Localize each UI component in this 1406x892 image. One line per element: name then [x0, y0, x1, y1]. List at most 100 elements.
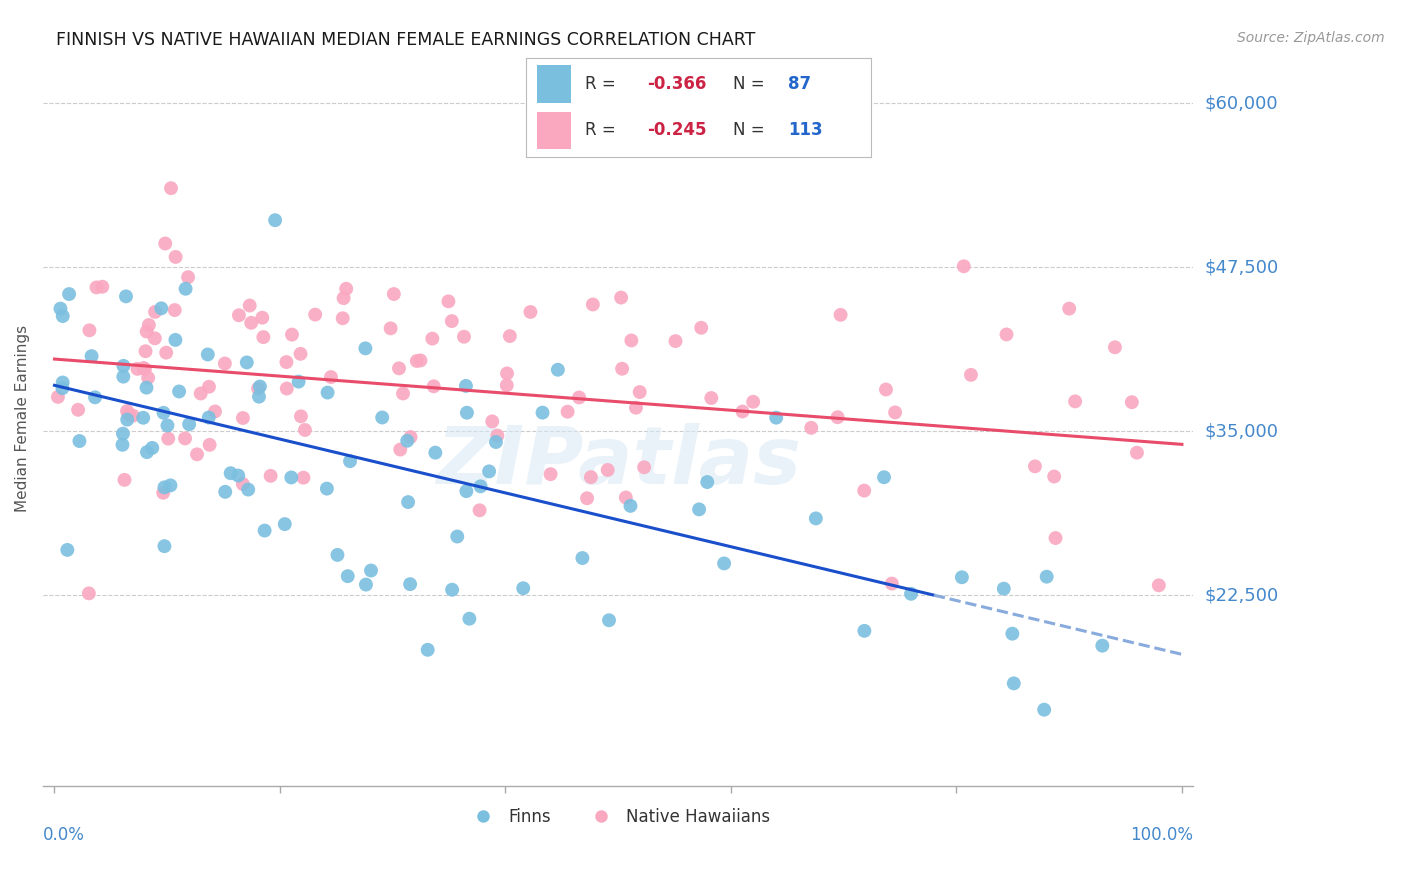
Point	[1057, 301, 1080, 316]
Point	[80, 349, 103, 363]
Point	[51, 381, 73, 395]
Point	[830, 308, 852, 322]
Point	[190, 386, 212, 401]
Point	[598, 613, 620, 627]
Point	[214, 484, 236, 499]
Point	[853, 483, 876, 498]
Point	[800, 421, 823, 435]
Point	[1002, 676, 1025, 690]
Point	[152, 406, 174, 420]
Point	[247, 390, 270, 404]
Point	[873, 470, 896, 484]
Point	[486, 428, 509, 442]
Point	[247, 382, 270, 396]
Point	[276, 355, 298, 369]
Point	[315, 482, 337, 496]
Point	[143, 331, 166, 345]
Point	[354, 342, 377, 356]
Point	[332, 311, 354, 326]
Point	[519, 305, 541, 319]
Point	[84, 390, 107, 404]
Point	[319, 370, 342, 384]
Legend: Finns, Native Hawaiians: Finns, Native Hawaiians	[460, 801, 776, 832]
Text: $35,000: $35,000	[1205, 422, 1278, 441]
Point	[1024, 459, 1046, 474]
Point	[425, 445, 447, 459]
Point	[620, 334, 643, 348]
Point	[326, 548, 349, 562]
Point	[281, 327, 304, 342]
Point	[993, 582, 1015, 596]
Point	[531, 406, 554, 420]
Point	[239, 299, 262, 313]
Point	[232, 411, 254, 425]
Point	[952, 260, 974, 274]
Point	[132, 410, 155, 425]
Point	[485, 435, 508, 450]
Point	[900, 587, 922, 601]
Point	[249, 379, 271, 393]
Y-axis label: Median Female Earnings: Median Female Earnings	[15, 325, 30, 512]
Point	[136, 371, 159, 385]
Point	[884, 405, 907, 419]
Point	[1035, 570, 1057, 584]
Point	[174, 282, 197, 296]
Point	[399, 577, 422, 591]
Point	[688, 502, 710, 516]
Point	[742, 394, 765, 409]
Point	[875, 383, 897, 397]
Point	[420, 332, 443, 346]
Point	[1064, 394, 1087, 409]
Point	[1121, 395, 1143, 409]
Point	[880, 576, 903, 591]
Point	[628, 385, 651, 400]
Point	[276, 382, 298, 396]
Point	[155, 236, 177, 251]
Point	[540, 467, 562, 482]
Point	[186, 447, 208, 461]
Point	[135, 381, 157, 395]
Point	[156, 418, 179, 433]
Point	[571, 551, 593, 566]
Point	[115, 412, 138, 426]
Point	[150, 301, 173, 316]
Text: FINNISH VS NATIVE HAWAIIAN MEDIAN FEMALE EARNINGS CORRELATION CHART: FINNISH VS NATIVE HAWAIIAN MEDIAN FEMALE…	[56, 31, 755, 49]
Point	[496, 367, 519, 381]
Point	[568, 391, 591, 405]
Point	[52, 309, 75, 323]
Point	[292, 471, 315, 485]
Point	[336, 569, 359, 583]
Point	[382, 287, 405, 301]
Point	[441, 582, 464, 597]
Point	[46, 390, 69, 404]
Point	[481, 414, 503, 428]
Point	[409, 353, 432, 368]
Point	[115, 404, 138, 418]
Point	[610, 361, 633, 376]
Point	[238, 483, 260, 497]
Point	[135, 325, 157, 339]
Point	[304, 308, 326, 322]
Point	[619, 499, 641, 513]
Point	[827, 410, 849, 425]
Point	[52, 376, 75, 390]
Point	[371, 410, 394, 425]
Point	[138, 318, 160, 332]
Point	[197, 347, 219, 361]
Text: $47,500: $47,500	[1205, 258, 1278, 277]
Point	[69, 434, 91, 448]
Point	[77, 586, 100, 600]
Point	[576, 491, 599, 506]
Point	[287, 375, 309, 389]
Text: ZIPatlas: ZIPatlas	[436, 423, 800, 501]
Point	[179, 417, 201, 432]
Point	[252, 310, 274, 325]
Point	[290, 347, 312, 361]
Point	[157, 432, 180, 446]
Point	[1104, 340, 1126, 354]
Point	[690, 320, 713, 334]
Point	[392, 386, 415, 401]
Point	[610, 291, 633, 305]
Point	[214, 357, 236, 371]
Point	[274, 517, 297, 532]
